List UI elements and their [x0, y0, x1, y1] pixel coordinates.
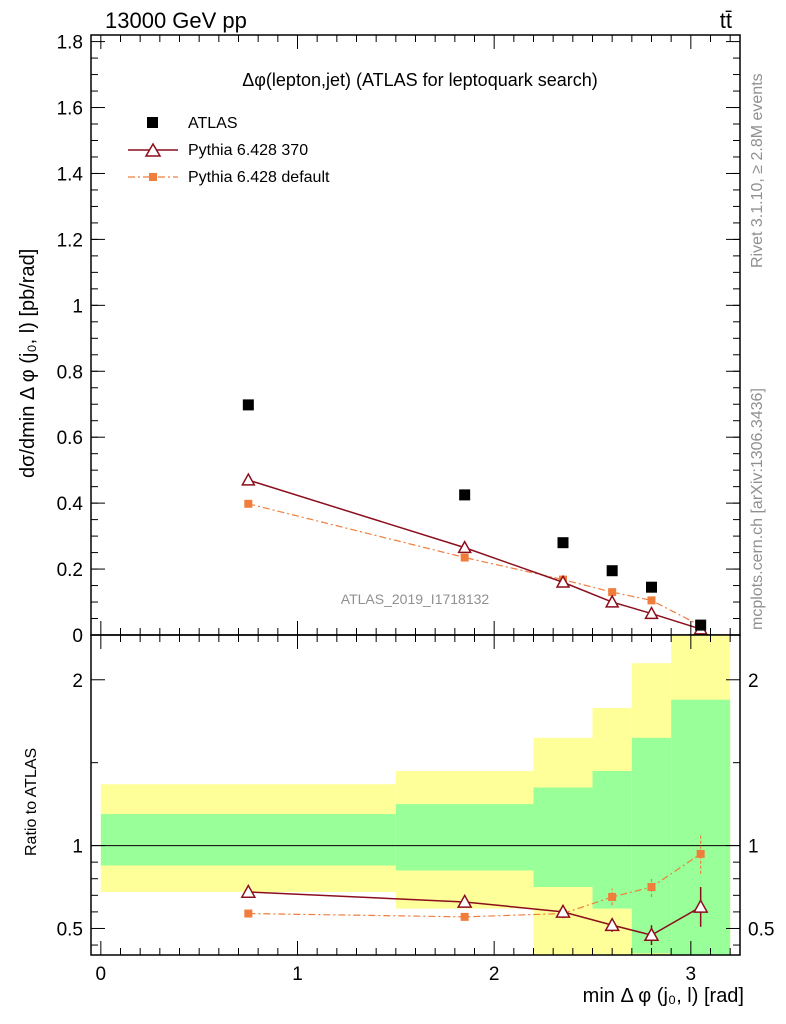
atlas-data-point: [606, 565, 618, 577]
pythia-default-ratio-point: [608, 892, 617, 901]
y-tick-label: 1.6: [57, 99, 83, 120]
uncertainty-band-1sigma: [533, 787, 593, 888]
y-tick-label: 1.2: [57, 230, 83, 251]
pythia370-ratio-point: [692, 898, 709, 913]
uncertainty-band-1sigma: [100, 814, 396, 866]
energy-label: 13000 GeV pp: [105, 8, 247, 33]
pythia370-ratio-line: [248, 891, 702, 936]
pythia370-point: [604, 594, 620, 608]
legend-marker-atlas: [147, 117, 158, 128]
legend: ATLAS Pythia 6.428 370 Pythia 6.428 defa…: [128, 115, 330, 186]
legend-label-atlas: ATLAS: [188, 115, 238, 132]
pythia-default-point: [647, 596, 656, 605]
uncertainty-band-1sigma: [592, 770, 632, 909]
ratio-y-tick-label-right: 2: [748, 671, 759, 692]
pythia370-point: [555, 574, 571, 588]
x-tick-label: 3: [686, 964, 697, 985]
y-tick-label: 0.8: [57, 362, 83, 383]
rivet-label: Rivet 3.1.10, ≥ 2.8M events: [749, 73, 766, 268]
pythia370-line: [248, 479, 701, 630]
analysis-label: ATLAS_2019_I1718132: [341, 591, 490, 607]
atlas-data-point: [646, 581, 657, 593]
pythia370-ratio-point: [604, 917, 620, 932]
ratio-y-tick-label-right: 0.5: [748, 919, 774, 940]
pythia-default-point: [244, 499, 253, 508]
pythia370-ratio-point: [643, 927, 660, 942]
pythia-default-point: [608, 588, 617, 597]
ratio-y-tick-label-right: 1: [748, 837, 759, 858]
pythia-default-ratio-point: [696, 849, 705, 858]
y-tick-label: 0: [72, 626, 83, 647]
ratio-y-tick-label: 2: [72, 671, 83, 692]
uncertainty-band-1sigma: [395, 804, 534, 871]
y-tick-label: 0.6: [57, 428, 83, 449]
x-axis-label: min Δ φ (j₀, l) [rad]: [583, 985, 744, 1007]
legend-marker-pythia370: [144, 142, 162, 157]
pythia-default-ratio-point: [244, 909, 253, 918]
legend-label-pythia-default: Pythia 6.428 default: [188, 169, 330, 186]
atlas-data-point: [459, 489, 471, 501]
x-tick-label: 1: [292, 964, 303, 985]
pythia370-point: [457, 540, 472, 554]
pythia370-ratio-point: [555, 903, 571, 918]
atlas-data-point: [695, 619, 707, 631]
pythia-default-ratio-point: [460, 912, 469, 921]
mcplots-label: mcplots.cern.ch [arXiv:1306.3436]: [749, 388, 766, 630]
pythia-default-line: [248, 503, 701, 627]
y-tick-label: 1.4: [57, 164, 84, 185]
ratio-y-tick-label: 0.5: [57, 919, 83, 940]
legend-label-pythia370: Pythia 6.428 370: [188, 142, 308, 159]
main-y-axis-label: dσ/dmin Δ φ (j₀, l) [pb/rad]: [17, 249, 39, 478]
y-tick-label: 1: [72, 296, 83, 317]
main-plot-title: Δφ(lepton,jet) (ATLAS for leptoquark sea…: [242, 70, 598, 90]
ratio-y-axis-label: Ratio to ATLAS: [23, 748, 40, 856]
legend-marker-pythia-default: [149, 173, 157, 181]
atlas-data-point: [242, 399, 254, 411]
pythia370-point: [241, 472, 256, 486]
y-tick-label: 0.2: [57, 560, 83, 581]
pythia-default-point: [460, 553, 469, 562]
x-tick-label: 0: [96, 964, 107, 985]
ratio-plot-panel: 0.5 0.5 1 1 2 2 0 1 2 3 Ratio to ATLAS min Δ φ (…: [23, 634, 774, 1007]
pythia370-ratio-point: [456, 893, 473, 908]
main-plot-panel: 0 0.2 0.4 0.6 0.8 1 1.2 1.4 1.6 1.8 Δφ(lepton,jet…: [17, 33, 741, 647]
pythia-default-ratio-line: [248, 853, 702, 918]
pythia370-ratio-point: [240, 883, 257, 898]
y-tick-label: 1.8: [57, 33, 83, 54]
pythia370-point: [644, 606, 659, 620]
y-tick-label: 0.4: [57, 494, 84, 515]
pythia-default-ratio-point: [647, 883, 656, 892]
atlas-data-point: [557, 537, 569, 549]
ratio-y-tick-label: 1: [72, 837, 83, 858]
process-label: tt̄: [720, 8, 732, 33]
x-tick-label: 2: [489, 964, 500, 985]
